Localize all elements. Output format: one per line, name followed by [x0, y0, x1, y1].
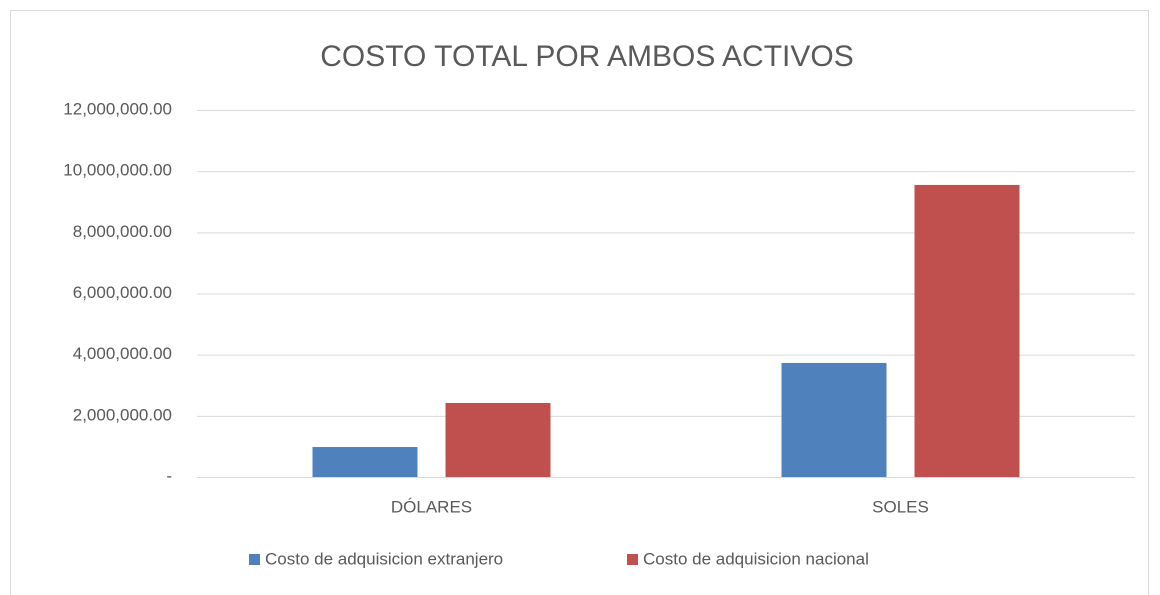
y-tick-label: 8,000,000.00: [73, 222, 172, 241]
chart-title: COSTO TOTAL POR AMBOS ACTIVOS: [320, 40, 853, 73]
x-tick-label: SOLES: [872, 497, 929, 516]
y-tick-label: 4,000,000.00: [73, 344, 172, 363]
x-tick-label: DÓLARES: [391, 497, 472, 516]
y-tick-label: 10,000,000.00: [63, 161, 172, 180]
y-tick-label: -: [166, 466, 172, 485]
legend-label: Costo de adquisicion extranjero: [265, 549, 503, 568]
y-tick-label: 12,000,000.00: [63, 99, 172, 118]
bar: [445, 402, 551, 477]
legend-label: Costo de adquisicion nacional: [643, 549, 869, 568]
legend-swatch: [627, 554, 638, 565]
bar: [914, 184, 1020, 477]
y-tick-label: 6,000,000.00: [73, 283, 172, 302]
legend-swatch: [249, 554, 260, 565]
bar: [312, 447, 418, 477]
y-tick-label: 2,000,000.00: [73, 405, 172, 424]
bar: [781, 362, 887, 477]
